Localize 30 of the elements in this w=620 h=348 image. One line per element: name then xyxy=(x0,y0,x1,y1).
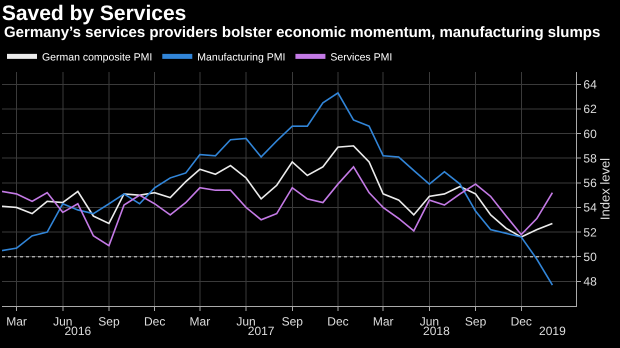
legend-label: German composite PMI xyxy=(42,51,152,64)
x-tick-label: Dec xyxy=(510,314,532,328)
x2-tick-label: 2016 xyxy=(64,324,92,338)
x-tick-label: Dec xyxy=(327,314,349,328)
y-tick-label: 54 xyxy=(583,200,598,215)
y-tick-label: 56 xyxy=(583,176,598,190)
x-tick-label: Sep xyxy=(282,314,304,328)
x-tick-label: Sep xyxy=(464,314,487,328)
x-tick-label: Mar xyxy=(372,314,394,328)
y-tick-label: 64 xyxy=(583,78,598,92)
line-series xyxy=(2,92,554,286)
y-tick-label: 58 xyxy=(583,151,598,166)
x2-tick-label: 2019 xyxy=(539,324,566,338)
chart-title: Saved by Services xyxy=(2,2,186,25)
legend-label: Services PMI xyxy=(330,51,392,64)
y-tick-label: 48 xyxy=(583,274,598,289)
y-tick-label: 52 xyxy=(583,225,598,240)
line-series xyxy=(2,145,554,238)
chart-subtitle: Germany’s services providers bolster economic momentum, manufacturing slumps xyxy=(4,24,600,41)
x-tick-label: Mar xyxy=(6,314,27,328)
x-tick-label: Sep xyxy=(98,314,120,328)
y-tick-label: 60 xyxy=(583,126,598,141)
line-series xyxy=(2,166,554,246)
legend-label: Manufacturing PMI xyxy=(197,51,286,64)
y-axis-title: Index level xyxy=(598,158,613,220)
y-tick-label: 62 xyxy=(583,102,598,116)
x-tick-label: Dec xyxy=(144,314,166,328)
x-tick-label: Mar xyxy=(190,314,210,328)
y-tick-label: 50 xyxy=(583,250,598,264)
x2-tick-label: 2017 xyxy=(248,324,275,338)
